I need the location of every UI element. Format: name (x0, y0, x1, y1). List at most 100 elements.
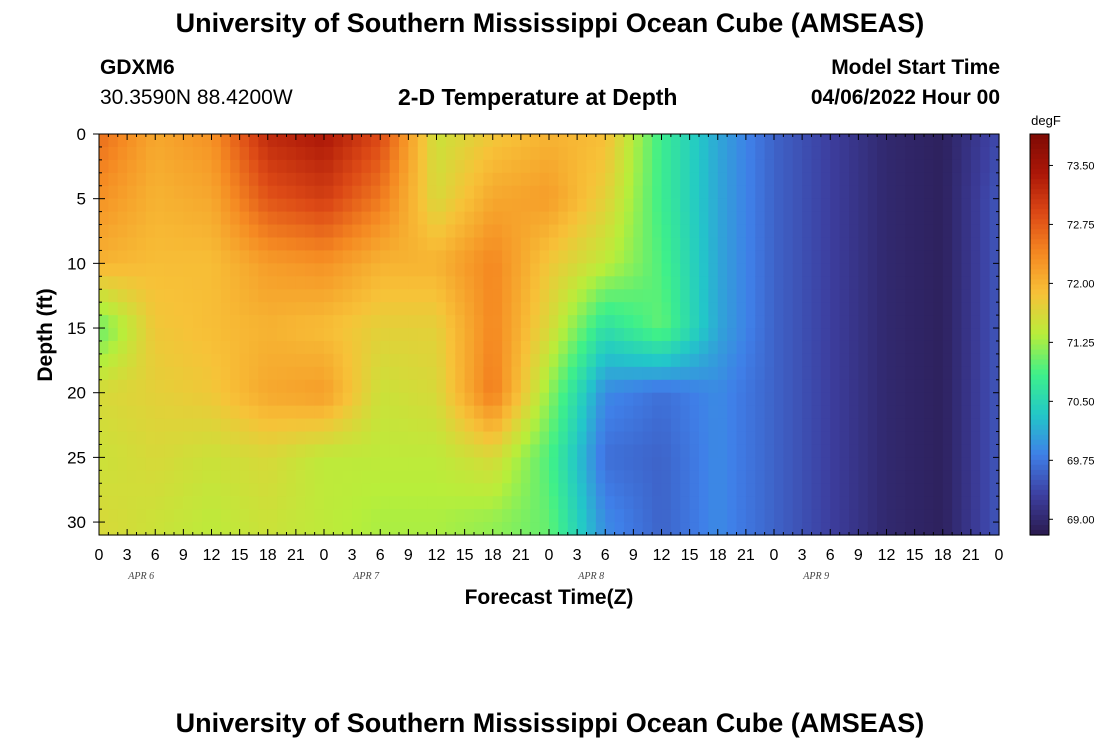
heatmap-cell (427, 431, 438, 446)
heatmap-cell (774, 250, 784, 264)
heatmap-cell (642, 328, 653, 342)
heatmap-cell (277, 289, 288, 303)
heatmap-cell (286, 509, 297, 523)
heatmap-cell (605, 457, 616, 471)
heatmap-cell (717, 185, 728, 200)
x-tick-label: 18 (934, 547, 952, 564)
heatmap-cell (136, 237, 147, 252)
heatmap-cell (614, 172, 625, 187)
heatmap-cell (511, 172, 522, 187)
heatmap-cell (914, 250, 925, 264)
heatmap-cell (811, 379, 822, 394)
heatmap-cell (849, 263, 859, 277)
heatmap-cell (464, 302, 475, 316)
heatmap-cell (670, 146, 681, 161)
heatmap-cell (295, 302, 306, 316)
heatmap-cell (727, 366, 738, 381)
heatmap-cell (474, 457, 484, 471)
heatmap-cell (727, 509, 738, 523)
heatmap-cell (614, 405, 625, 420)
heatmap-cell (380, 496, 391, 510)
heatmap-cell (192, 522, 203, 536)
heatmap-cell (267, 198, 278, 213)
heatmap-cell (445, 379, 456, 394)
heatmap-cell (755, 172, 766, 187)
heatmap-cell (183, 418, 194, 433)
heatmap-cell (220, 405, 231, 420)
heatmap-cell (783, 379, 794, 394)
heatmap-cell (689, 392, 700, 407)
heatmap-cell (342, 302, 353, 316)
heatmap-cell (202, 224, 213, 239)
heatmap-cell (211, 431, 222, 446)
heatmap-cell (502, 444, 513, 458)
heatmap-cell (895, 315, 906, 329)
heatmap-cell (286, 198, 297, 213)
heatmap-cell (595, 315, 606, 329)
heatmap-cell (980, 418, 991, 433)
heatmap-cell (164, 509, 175, 523)
heatmap-cell (933, 146, 944, 161)
heatmap-cell (370, 405, 381, 420)
heatmap-cell (117, 276, 128, 290)
day-label: APR 8 (577, 571, 604, 582)
heatmap-cell (886, 172, 897, 187)
heatmap-cell (614, 224, 625, 239)
heatmap-cell (699, 224, 709, 239)
heatmap-cell (886, 146, 897, 161)
heatmap-cell (717, 444, 728, 458)
heatmap-cell (867, 328, 878, 342)
heatmap-cell (633, 146, 644, 161)
heatmap-cell (389, 405, 400, 420)
heatmap-cell (192, 172, 203, 187)
heatmap-cell (145, 496, 156, 510)
heatmap-cell (427, 392, 438, 407)
heatmap-cell (764, 496, 775, 510)
heatmap-cell (820, 431, 831, 446)
heatmap-cell (249, 353, 259, 368)
heatmap-cell (417, 418, 428, 433)
heatmap-cell (783, 134, 794, 148)
heatmap-cell (774, 470, 784, 484)
heatmap-cell (436, 470, 447, 484)
heatmap-cell (230, 366, 241, 381)
heatmap-cell (783, 483, 794, 497)
heatmap-cell (174, 328, 184, 342)
heatmap-cell (708, 146, 719, 161)
heatmap-cell (417, 185, 428, 200)
heatmap-cell (942, 418, 953, 433)
heatmap-cell (699, 405, 709, 420)
heatmap-cell (314, 146, 325, 161)
heatmap-cell (220, 315, 231, 329)
heatmap-cell (858, 418, 869, 433)
heatmap-cell (914, 146, 925, 161)
heatmap-cell (877, 146, 888, 161)
heatmap-cell (567, 509, 578, 523)
heatmap-cell (764, 418, 775, 433)
heatmap-cell (305, 172, 316, 187)
heatmap-cell (624, 172, 634, 187)
heatmap-cell (324, 146, 334, 161)
heatmap-cell (567, 211, 578, 226)
heatmap-cell (605, 379, 616, 394)
heatmap-cell (249, 392, 259, 407)
heatmap-cell (427, 146, 438, 161)
heatmap-cell (408, 276, 419, 290)
heatmap-cell (183, 224, 194, 239)
heatmap-cell (952, 276, 963, 290)
heatmap-cell (352, 159, 363, 174)
heatmap-cell (511, 405, 522, 420)
heatmap-cell (952, 366, 963, 381)
heatmap-cell (961, 353, 972, 368)
heatmap-cell (342, 276, 353, 290)
heatmap-cell (427, 457, 438, 471)
heatmap-cell (961, 276, 972, 290)
heatmap-cell (370, 159, 381, 174)
heatmap-cell (314, 211, 325, 226)
colorbar-swatch (1030, 529, 1049, 536)
heatmap-cell (445, 444, 456, 458)
heatmap-cell (220, 366, 231, 381)
heatmap-cell (183, 405, 194, 420)
heatmap-cell (970, 276, 981, 290)
heatmap-cell (145, 289, 156, 303)
